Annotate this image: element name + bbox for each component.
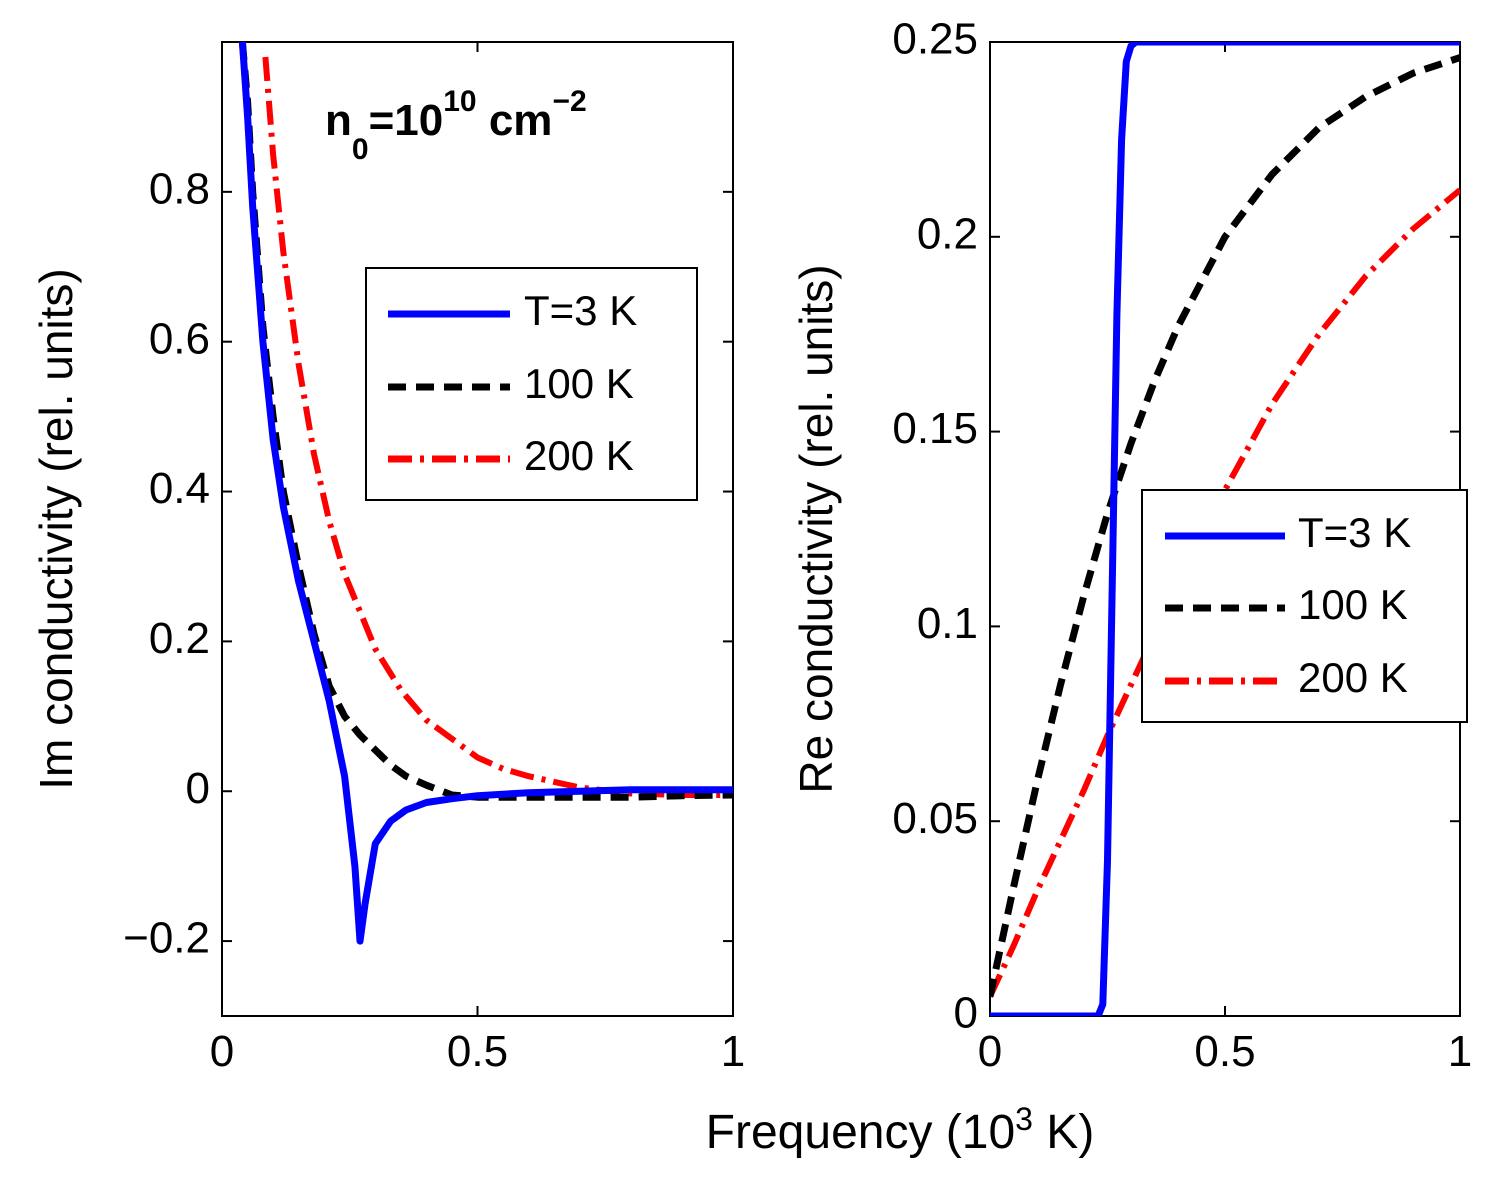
left-series-200-k xyxy=(262,56,733,798)
left-y-tick-label: 0.6 xyxy=(149,314,210,363)
right-x-tick-label: 1 xyxy=(1448,1027,1472,1076)
left-panel: −0.2 0 0.2 0.4 0.6 0.8 0 0.5 1 Im conductivity (… xyxy=(30,41,745,1076)
left-y-tick-label: 0.2 xyxy=(149,614,210,663)
right-y-tick-label: 0.2 xyxy=(917,209,978,258)
left-y-tick-label: 0.8 xyxy=(149,164,210,213)
right-legend-label-t3: T=3 K xyxy=(1298,509,1411,556)
right-y-tick-label: 0.1 xyxy=(917,599,978,648)
x-axis-label-end: K) xyxy=(1033,1106,1094,1159)
left-series-t-3-k xyxy=(238,42,733,945)
right-x-tick-label: 0.5 xyxy=(1194,1027,1255,1076)
right-y-axis-label: Re conductivity (rel. units) xyxy=(790,264,842,793)
left-y-axis-label: Im conductivity (rel. units) xyxy=(30,268,82,789)
left-legend-label-100k: 100 K xyxy=(524,360,634,407)
left-series xyxy=(238,42,733,945)
right-legend: T=3 K 100 K 200 K xyxy=(1141,489,1468,723)
annotation-base: n xyxy=(325,96,352,145)
annotation-sup2: −2 xyxy=(552,85,586,118)
left-axes-frame xyxy=(221,41,734,1017)
right-y-tick-label: 0.25 xyxy=(892,15,978,64)
x-axis-label: Frequency (103 K) xyxy=(706,1101,1095,1159)
annotation-sup1: 10 xyxy=(443,85,476,118)
left-x-tick-label: 1 xyxy=(721,1027,745,1076)
right-y-tick-label: 0.05 xyxy=(892,794,978,843)
left-y-tick-label: −0.2 xyxy=(123,914,210,963)
right-series-t-3-k xyxy=(990,42,1460,1016)
right-ticks: 0 0.05 0.1 0.15 0.2 0.25 0 0.5 1 xyxy=(892,15,1472,1076)
x-axis-label-main: Frequency (10 xyxy=(706,1106,1016,1159)
left-legend-label-200k: 200 K xyxy=(524,432,634,479)
annotation-sub: 0 xyxy=(352,133,369,166)
left-x-tick-label: 0.5 xyxy=(447,1027,508,1076)
right-panel: 0 0.05 0.1 0.15 0.2 0.25 0 0.5 1 Re conductivity… xyxy=(790,15,1472,1076)
left-y-tick-label: 0 xyxy=(186,764,210,813)
right-y-tick-label: 0 xyxy=(954,989,978,1038)
left-legend-label-t3: T=3 K xyxy=(524,287,637,334)
right-legend-label-200k: 200 K xyxy=(1298,654,1408,701)
right-legend-label-100k: 100 K xyxy=(1298,581,1408,628)
left-legend: T=3 K 100 K 200 K xyxy=(365,267,698,501)
density-annotation: n0=1010 cm−2 xyxy=(325,85,587,166)
left-x-tick-label: 0 xyxy=(210,1027,234,1076)
right-y-tick-label: 0.15 xyxy=(892,404,978,453)
right-x-tick-label: 0 xyxy=(978,1027,1002,1076)
annotation-unit: cm xyxy=(477,96,553,145)
x-axis-label-sup: 3 xyxy=(1015,1101,1033,1137)
left-ticks: −0.2 0 0.2 0.4 0.6 0.8 0 0.5 1 xyxy=(123,42,745,1076)
left-y-tick-label: 0.4 xyxy=(149,464,210,513)
annotation-mid: =10 xyxy=(369,96,444,145)
right-series-100-k xyxy=(990,54,1460,998)
